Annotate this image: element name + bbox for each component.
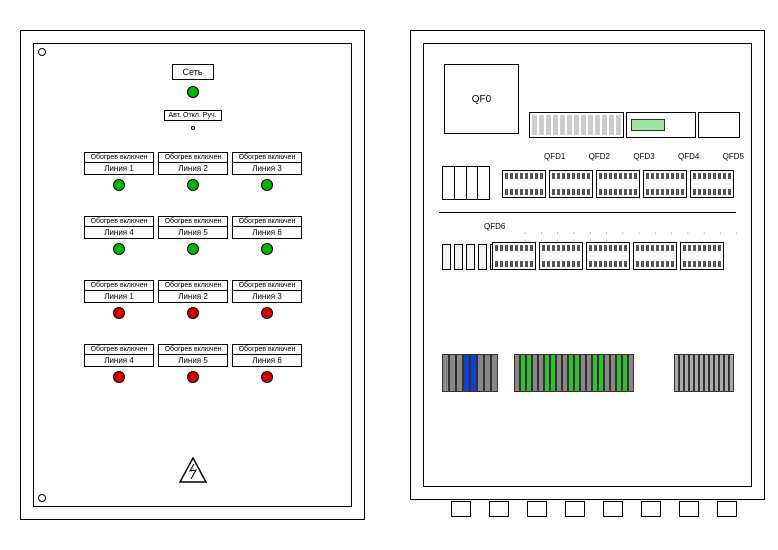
indicator-led-icon (113, 179, 125, 191)
terminal-icon (477, 354, 484, 392)
terminal-icon (491, 354, 498, 392)
contactor-icon (643, 170, 687, 198)
cable-gland-icon (603, 501, 623, 517)
cable-gland-icon (679, 501, 699, 517)
contactor-icon (633, 242, 677, 270)
screw-icon (38, 48, 46, 56)
indicator-line-label: Линия 2 (158, 162, 228, 175)
contactor-row-2 (492, 242, 724, 270)
indicator-led-icon (261, 179, 273, 191)
qfd-labels-row1: QFD1 QFD2 QFD3 QFD4 QFD5 (544, 152, 744, 161)
cable-gland-icon (641, 501, 661, 517)
indicator-line-label: Линия 5 (158, 226, 228, 239)
indicator-line-label: Линия 6 (232, 354, 302, 367)
contactor-icon (680, 242, 724, 270)
cable-gland-icon (451, 501, 471, 517)
indicator-line-label: Линия 4 (84, 354, 154, 367)
indicator-line-label: Линия 5 (158, 354, 228, 367)
terminal-icon (628, 354, 634, 392)
aux-breaker-icon (442, 244, 451, 270)
indicator-cell: Обогрев включенЛиния 2 (158, 152, 228, 191)
plc-extension-icon (698, 112, 740, 138)
aux-breaker-row (442, 244, 499, 270)
contactor-icon (586, 242, 630, 270)
cable-gland-icon (565, 501, 585, 517)
indicator-line-label: Линия 4 (84, 226, 154, 239)
cable-gland-icon (527, 501, 547, 517)
network-label: Сеть (171, 64, 213, 80)
indicator-led-icon (187, 243, 199, 255)
hazard-icon (179, 457, 207, 488)
qfd-label: QFD2 (589, 152, 610, 161)
left-panel-inner: Сеть Авт. Откл. Руч. Обогрев включенЛини… (33, 43, 352, 507)
network-led-icon (187, 86, 199, 98)
indicator-cell: Обогрев включенЛиния 1 (84, 280, 154, 319)
right-equipment-panel: QF0 QFD1QFD2QFD3QFD4QFD5 QFD6 · · · · (410, 30, 765, 500)
indicator-line-label: Линия 2 (158, 290, 228, 303)
indicator-line-label: Линия 1 (84, 162, 154, 175)
contactor-icon (539, 242, 583, 270)
indicator-led-icon (187, 307, 199, 319)
indicator-line-label: Линия 6 (232, 226, 302, 239)
indicator-cell: Обогрев включенЛиния 4 (84, 344, 154, 383)
qfd-label: QFD1 (544, 152, 565, 161)
indicator-cell: Обогрев включенЛиния 4 (84, 216, 154, 255)
plc-module-icon (626, 112, 696, 138)
indicator-line-label: Линия 3 (232, 162, 302, 175)
terminal-icon (449, 354, 456, 392)
qfd-label: QFD3 (633, 152, 654, 161)
indicator-led-icon (113, 371, 125, 383)
indicator-led-icon (113, 307, 125, 319)
contactor-icon (492, 242, 536, 270)
breaker-bank-icon (529, 112, 624, 138)
aux-breaker-icon (466, 244, 475, 270)
indicator-cell: Обогрев включенЛиния 3 (232, 280, 302, 319)
mode-switch-dot-icon (191, 126, 195, 130)
indicator-cell: Обогрев включенЛиния 6 (232, 344, 302, 383)
left-control-panel: Сеть Авт. Откл. Руч. Обогрев включенЛини… (20, 30, 365, 520)
indicator-led-icon (187, 179, 199, 191)
terminal-icon (463, 354, 470, 392)
main-breaker-icon (442, 166, 490, 200)
right-panel-inner: QF0 QFD1QFD2QFD3QFD4QFD5 QFD6 · · · · (423, 43, 752, 487)
indicator-led-icon (261, 243, 273, 255)
indicator-led-icon (187, 371, 199, 383)
indicator-cell: Обогрев включенЛиния 5 (158, 344, 228, 383)
terminal-dots-icon: · · · · · · · · · · · · · · · · · · · · (524, 230, 751, 244)
cable-gland-icon (489, 501, 509, 517)
indicator-cell: Обогрев включенЛиния 1 (84, 152, 154, 191)
terminal-block-right (674, 354, 734, 392)
terminal-icon (729, 354, 734, 392)
indicator-led-icon (261, 307, 273, 319)
indicator-cell: Обогрев включенЛиния 6 (232, 216, 302, 255)
indicator-cell: Обогрев включенЛиния 5 (158, 216, 228, 255)
indicator-line-label: Линия 3 (232, 290, 302, 303)
terminal-block-left (442, 354, 498, 392)
indicator-cell: Обогрев включенЛиния 2 (158, 280, 228, 319)
cable-gland-icon (717, 501, 737, 517)
terminal-icon (470, 354, 477, 392)
qfd-label: QFD4 (678, 152, 699, 161)
contactor-icon (596, 170, 640, 198)
screw-icon (38, 494, 46, 502)
indicator-led-icon (261, 371, 273, 383)
contactor-icon (502, 170, 546, 198)
qfd6-label: QFD6 (484, 222, 505, 231)
din-rail-icon (439, 212, 736, 213)
indicator-led-icon (113, 243, 125, 255)
mode-switch-label: Авт. Откл. Руч. (163, 110, 221, 121)
terminal-block-middle (514, 354, 634, 392)
qf0-device: QF0 (444, 64, 519, 134)
qfd-label: QFD5 (723, 152, 744, 161)
contactor-icon (690, 170, 734, 198)
aux-breaker-icon (454, 244, 463, 270)
contactor-row-1 (502, 170, 734, 198)
contactor-icon (549, 170, 593, 198)
terminal-icon (442, 354, 449, 392)
terminal-icon (484, 354, 491, 392)
indicator-cell: Обогрев включенЛиния 3 (232, 152, 302, 191)
aux-breaker-icon (478, 244, 487, 270)
terminal-icon (456, 354, 463, 392)
indicator-line-label: Линия 1 (84, 290, 154, 303)
